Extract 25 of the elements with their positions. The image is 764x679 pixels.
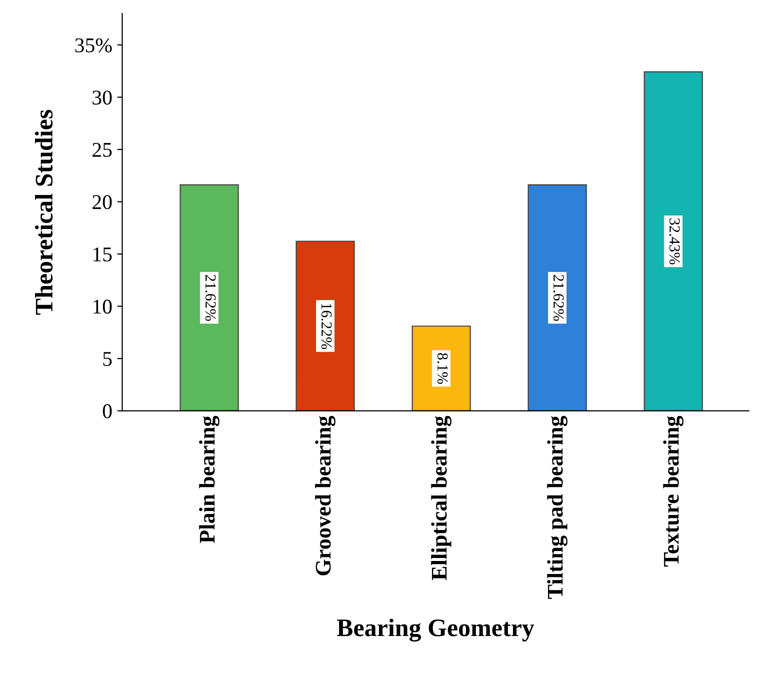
y-tick-label: 35% (75, 38, 112, 52)
data-label: 8.1% (437, 353, 448, 384)
x-tick-label: Plain bearing (199, 416, 220, 544)
y-tick-label: 30 (92, 90, 112, 105)
bar (412, 326, 471, 411)
data-label: 21.62% (205, 274, 216, 321)
bar (296, 240, 355, 411)
data-label: 32.43% (669, 218, 680, 264)
data-label: 16.22% (321, 304, 332, 350)
y-tick-label: 25 (92, 142, 112, 157)
y-tick-label: 0 (102, 404, 112, 418)
bar (528, 184, 587, 411)
y-tick-label: 15 (94, 247, 112, 262)
y-tick-label: 5 (103, 352, 112, 366)
x-tick-label: Grooved bearing (315, 416, 336, 576)
bar (180, 184, 239, 411)
y-axis-title: Theoretical Studies (34, 110, 53, 315)
bar (644, 71, 703, 411)
y-tick-label: 20 (92, 195, 112, 210)
data-label: 21.62% (553, 274, 564, 321)
x-tick-label: Tilting pad bearing (547, 416, 568, 599)
y-tick-label: 10 (94, 300, 112, 314)
x-tick-label: Elliptical bearing (431, 416, 452, 580)
x-axis-title: Bearing Geometry (336, 618, 534, 642)
x-tick-label: Texture bearing (663, 416, 684, 567)
